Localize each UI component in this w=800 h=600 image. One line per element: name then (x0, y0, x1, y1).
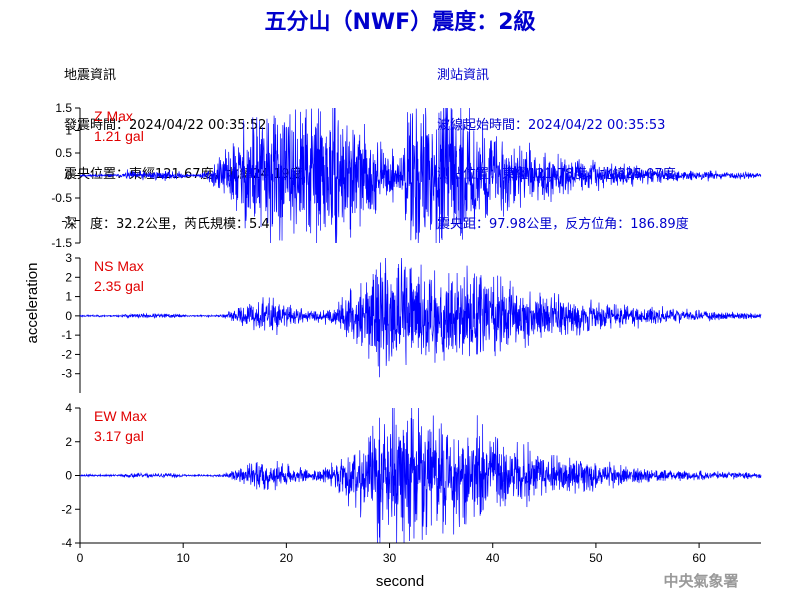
max-label-value: 3.17 gal (94, 428, 144, 444)
y-tick-label: 0 (65, 469, 72, 483)
chart-title: 五分山（NWF）震度：2級 (264, 10, 536, 35)
y-tick-label: -1.5 (51, 236, 72, 250)
x-tick-label: 20 (280, 551, 294, 565)
waveform-line (79, 257, 762, 378)
panel-2: -3 -2 -1 0 1 2 3 NS Max 2.35 gal (61, 251, 762, 393)
max-label-value: 1.21 gal (94, 128, 144, 144)
station-info-heading: 測站資訊 (437, 68, 490, 83)
max-label-name: Z Max (94, 108, 133, 124)
x-axis-label: second (376, 573, 424, 590)
y-tick-label: -4 (61, 536, 72, 550)
panels-group: -1.5 -1 -0.5 0 0.5 1 1.5 Z Max 1.21 gal -3 -2 -1 0 1 2… (51, 101, 762, 550)
y-tick-label: 3 (65, 251, 72, 265)
event-info-heading: 地震資訊 (64, 68, 117, 83)
y-tick-label: -0.5 (51, 191, 72, 205)
y-tick-label: -1 (61, 328, 72, 342)
y-tick-label: -2 (61, 347, 72, 361)
distance-azimuth: 震央距：97.98公里，反方位角：186.89度 (437, 216, 689, 232)
y-tick-label: -2 (61, 502, 72, 516)
y-tick-label: 2 (65, 270, 72, 284)
waveform-line (79, 407, 762, 544)
x-tick-label: 60 (692, 551, 706, 565)
y-tick-label: 0 (65, 169, 72, 183)
x-tick-label: 10 (177, 551, 191, 565)
panel-1: -1.5 -1 -0.5 0 0.5 1 1.5 Z Max 1.21 gal (51, 101, 762, 250)
y-tick-label: 0 (65, 309, 72, 323)
x-tick-label: 50 (589, 551, 603, 565)
wave-start-time: 波線起始時間：2024/04/22 00:35:53 (437, 117, 666, 133)
y-tick-label: 0.5 (55, 146, 72, 160)
y-tick-label: 1 (65, 290, 72, 304)
max-label-name: NS Max (94, 258, 144, 274)
x-tick-label: 0 (77, 551, 84, 565)
y-tick-label: -3 (61, 367, 72, 381)
x-axis: 0 10 20 30 40 50 60 (77, 542, 761, 565)
depth-magnitude: 深 度：32.2公里，芮氏規模：5.4 (64, 216, 270, 232)
y-tick-label: 2 (65, 435, 72, 449)
x-tick-label: 30 (383, 551, 397, 565)
y-tick-label: 1 (65, 124, 72, 138)
max-label-name: EW Max (94, 408, 147, 424)
y-tick-label: -1 (61, 214, 72, 228)
waveform-line (79, 107, 762, 244)
credit-label: 中央氣象署 (663, 572, 738, 590)
panel-3: -4 -2 0 2 4 EW Max 3.17 gal (61, 401, 762, 550)
origin-time: 發震時間：2024/04/22 00:35:52 (64, 117, 267, 133)
y-axis-label: acceleration (24, 263, 41, 344)
y-tick-label: 1.5 (55, 101, 72, 115)
x-tick-label: 40 (486, 551, 500, 565)
y-tick-label: 4 (65, 401, 72, 415)
max-label-value: 2.35 gal (94, 278, 144, 294)
